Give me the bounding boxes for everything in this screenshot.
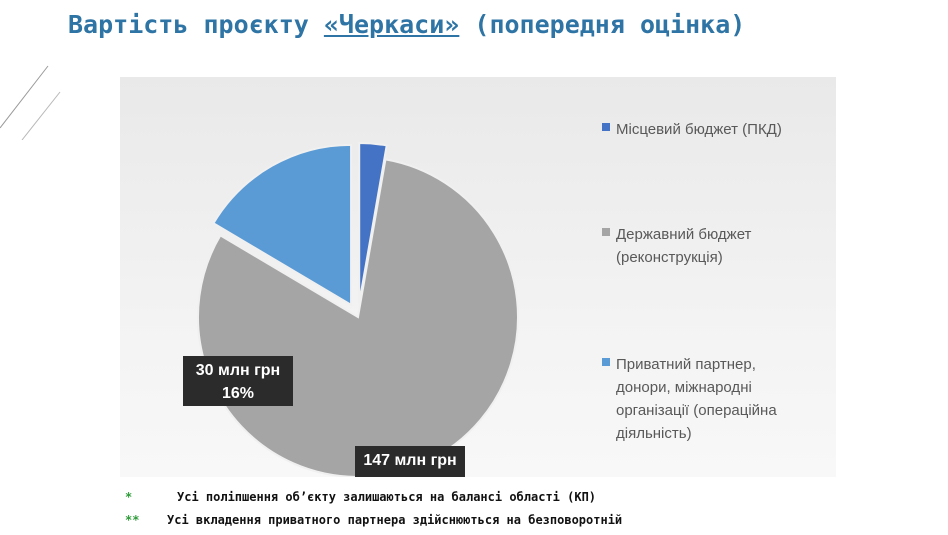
- data-label-box: [183, 356, 293, 406]
- title-suffix: (попередня оцінка): [459, 10, 746, 39]
- page-title: Вартість проєкту «Черкаси» (попередня оц…: [68, 10, 828, 40]
- legend-label: Місцевий бюджет (ПКД): [616, 121, 782, 138]
- legend-label: донори, міжнародні: [616, 379, 752, 396]
- footnote-2-text: Усі вкладення приватного партнера здійсн…: [167, 513, 623, 527]
- pie-slice-3: [212, 143, 353, 307]
- footnote-2-mark: **: [125, 513, 140, 527]
- chart-legend: Місцевий бюджет (ПКД) Державний бюджет (ре…: [602, 118, 834, 445]
- footnote-1-text: Усі поліпшення об’єкту залишаються на ба…: [177, 490, 597, 504]
- footnote-1: * Усі поліпшення об’єкту залишаються на б…: [125, 488, 622, 511]
- legend-label: Державний бюджет: [616, 226, 752, 243]
- title-link-cherkasy[interactable]: «Черкаси»: [323, 10, 460, 39]
- legend-label: (реконструкція): [616, 249, 723, 266]
- legend-item-3: Приватний партнер, донори, міжнародні орга…: [602, 353, 834, 445]
- data-label-box: [355, 446, 465, 477]
- data-label-percent: 16%: [222, 385, 254, 402]
- footnote-1-mark: *: [125, 490, 133, 504]
- title-prefix: Вартість проєкту: [68, 10, 324, 39]
- data-label-value: 30 млн грн: [196, 362, 280, 379]
- pie-slice-1: [358, 142, 388, 304]
- legend-label: діяльність): [616, 425, 692, 442]
- legend-label: Приватний партнер,: [616, 356, 756, 373]
- data-label-2: 147 млн грн 81%: [355, 446, 465, 477]
- legend-item-1: Місцевий бюджет (ПКД): [602, 118, 834, 141]
- data-label-percent: 81%: [394, 475, 426, 477]
- legend-swatch: [602, 228, 610, 236]
- decorative-lines: [0, 65, 61, 140]
- legend-swatch: [602, 123, 610, 131]
- footnote-2: ** Усі вкладення приватного партнера здій…: [125, 511, 622, 534]
- data-label-3: 30 млн грн 16%: [183, 356, 293, 406]
- data-label-value: 147 млн грн: [363, 452, 456, 469]
- legend-swatch: [602, 358, 610, 366]
- legend-item-2: Державний бюджет (реконструкція): [602, 223, 834, 269]
- footnotes: * Усі поліпшення об’єкту залишаються на б…: [125, 488, 622, 534]
- legend-label: організації (операційна: [616, 402, 777, 419]
